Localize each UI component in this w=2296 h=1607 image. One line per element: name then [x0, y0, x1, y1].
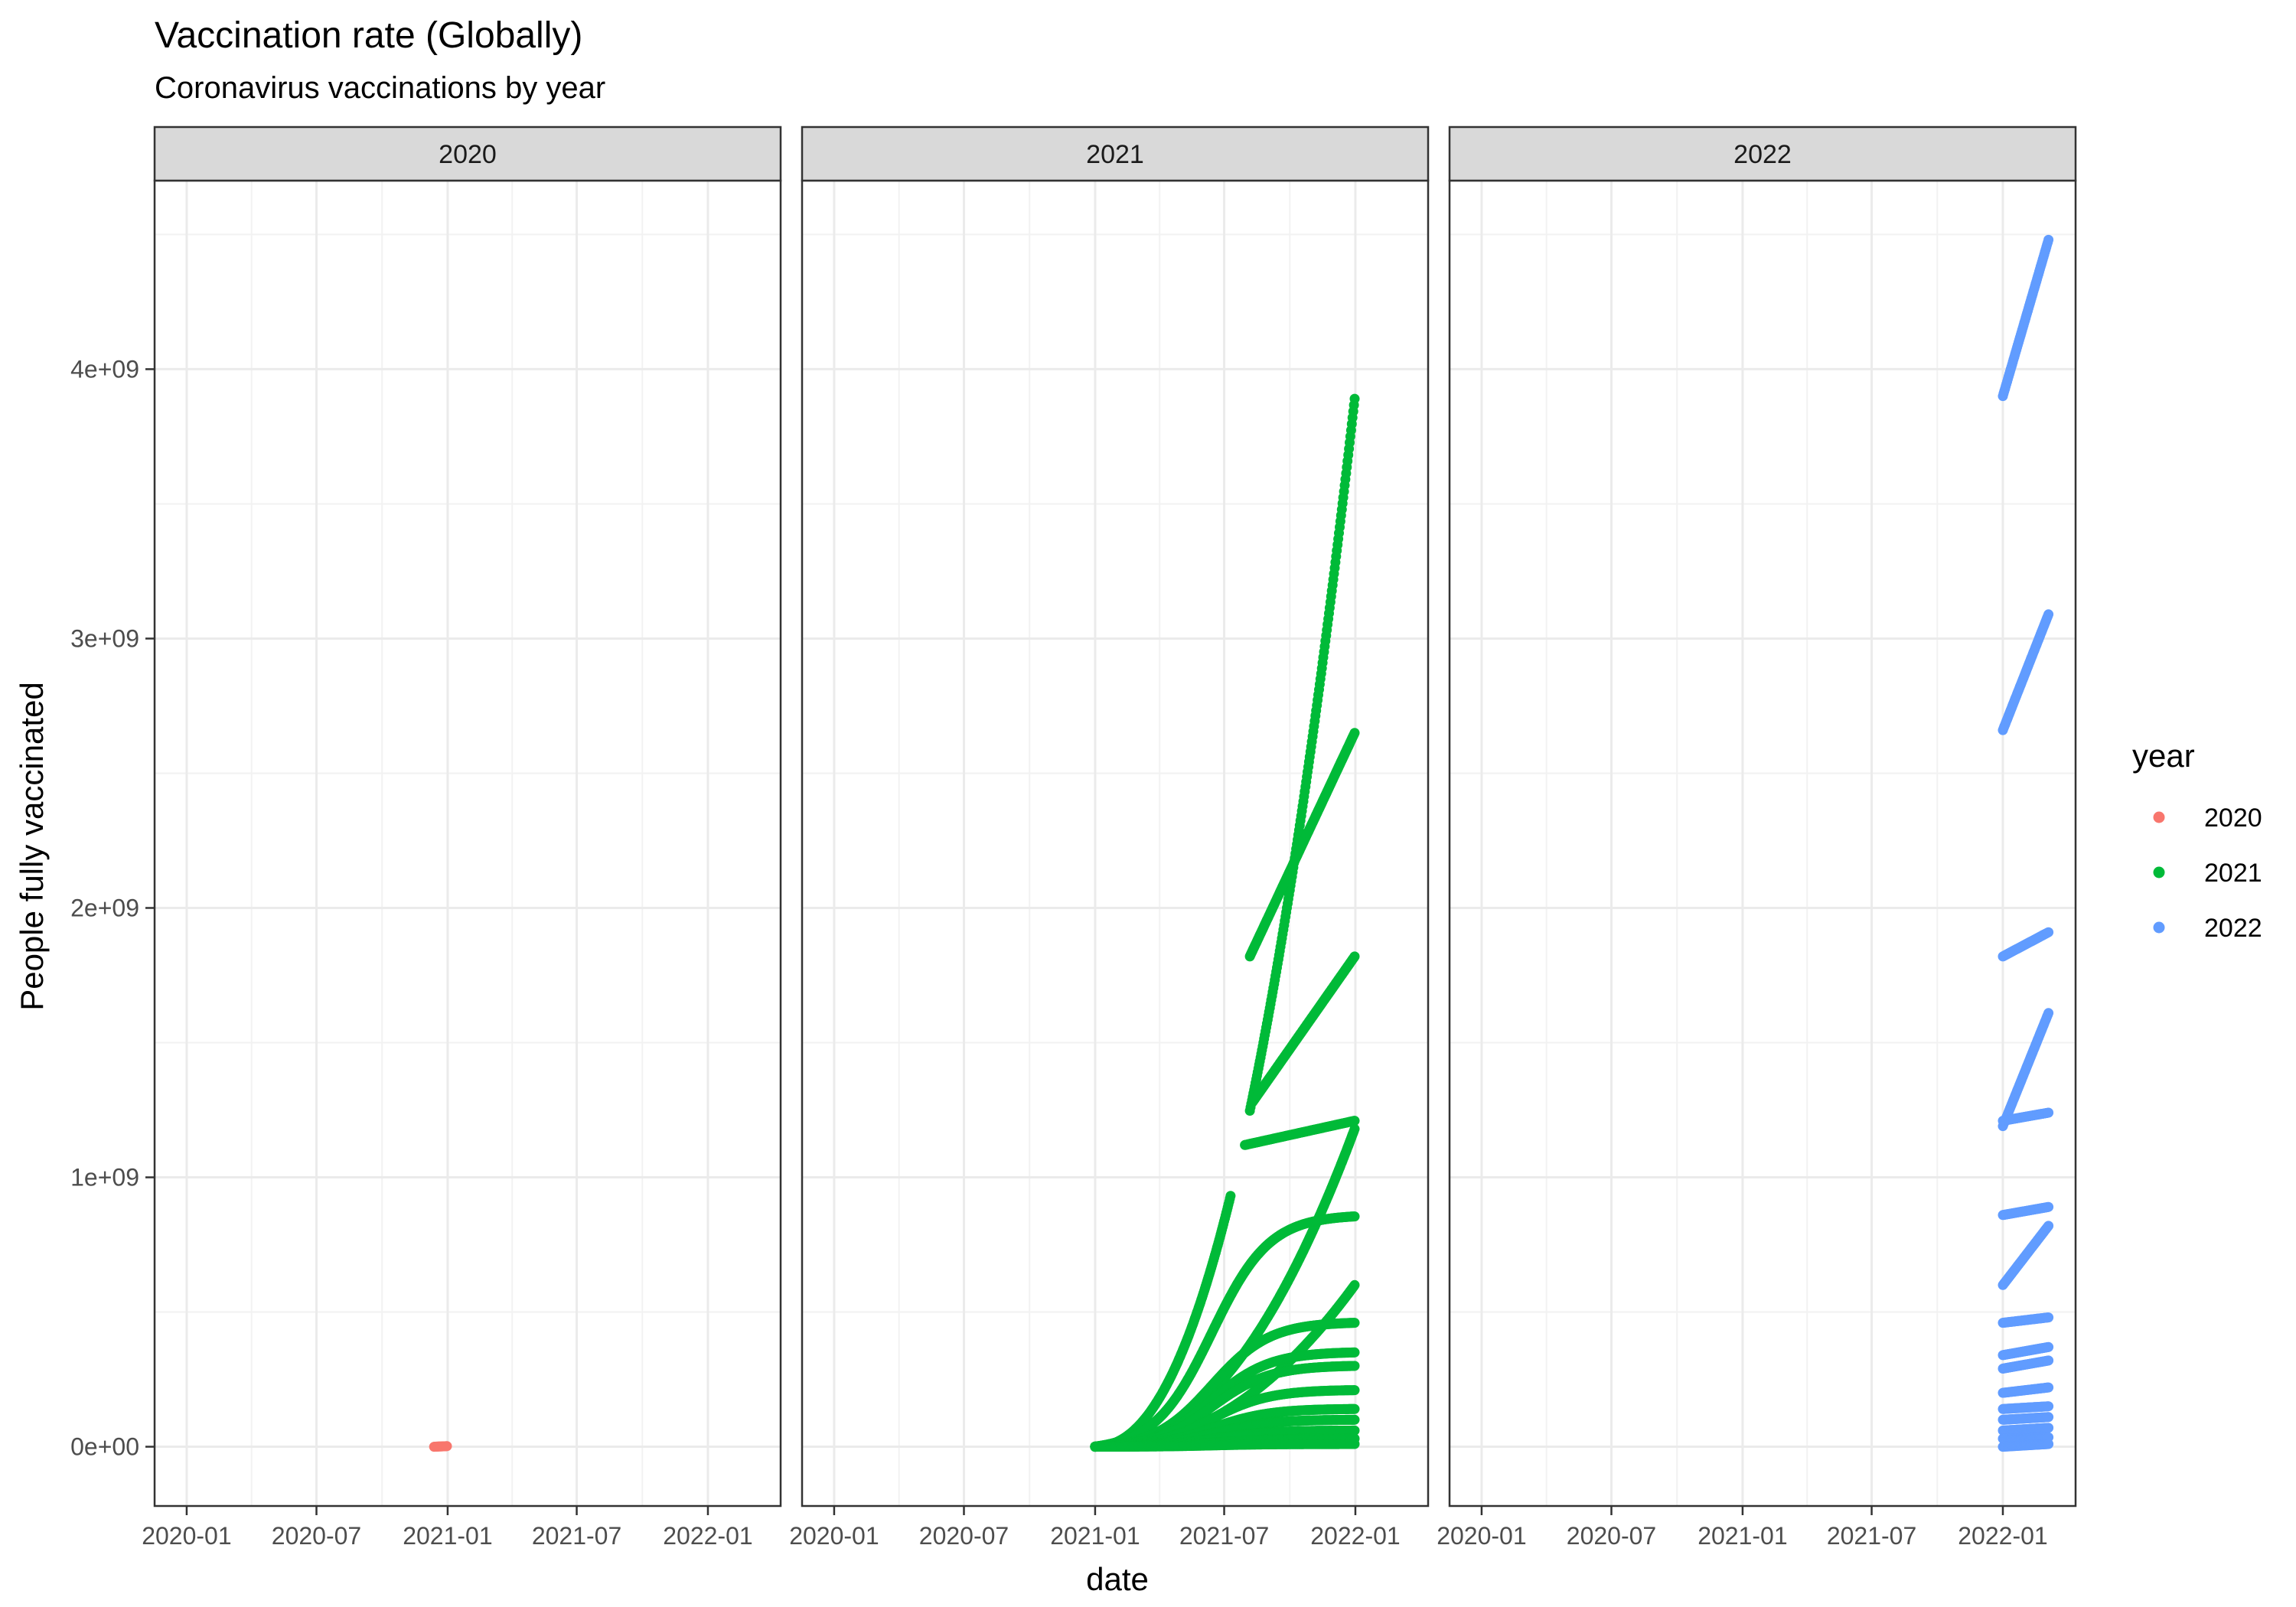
- data-point: [1349, 1403, 1360, 1414]
- x-tick-label: 2021-01: [403, 1522, 492, 1550]
- data-point: [1349, 1385, 1360, 1396]
- data-point: [1349, 1279, 1360, 1290]
- x-tick-label: 2020-07: [272, 1522, 361, 1550]
- data-point: [1225, 1191, 1236, 1201]
- facet-strip-label: 2020: [439, 140, 497, 169]
- panel-background: [155, 181, 781, 1506]
- points-2020: [429, 1441, 452, 1452]
- chart-subtitle: Coronavirus vaccinations by year: [155, 71, 605, 105]
- facet-panel-2020: 2020 2020-01 2020-07 2021-01 2021-07 2022-01: [142, 125, 782, 1550]
- data-point: [442, 1441, 452, 1452]
- data-point: [1349, 393, 1360, 404]
- data-point: [1349, 1425, 1360, 1436]
- chart-title: Vaccination rate (Globally): [155, 15, 582, 56]
- panel-background: [802, 181, 1428, 1506]
- x-tick-label: 2020-01: [142, 1522, 231, 1550]
- points-2021: [1090, 393, 1360, 1452]
- data-point: [1349, 1318, 1360, 1328]
- x-tick-label: 2021-07: [532, 1522, 621, 1550]
- facet-strip: [153, 125, 782, 182]
- data-point: [1349, 1123, 1360, 1134]
- data-point: [1349, 1347, 1360, 1358]
- data-point: [1349, 1116, 1360, 1126]
- x-tick-label: 2022-01: [663, 1522, 752, 1550]
- data-point: [1349, 1361, 1360, 1371]
- data-point: [1349, 951, 1360, 962]
- data-point: [1349, 728, 1360, 738]
- data-point: [1349, 1211, 1360, 1222]
- data-point: [1349, 1414, 1360, 1425]
